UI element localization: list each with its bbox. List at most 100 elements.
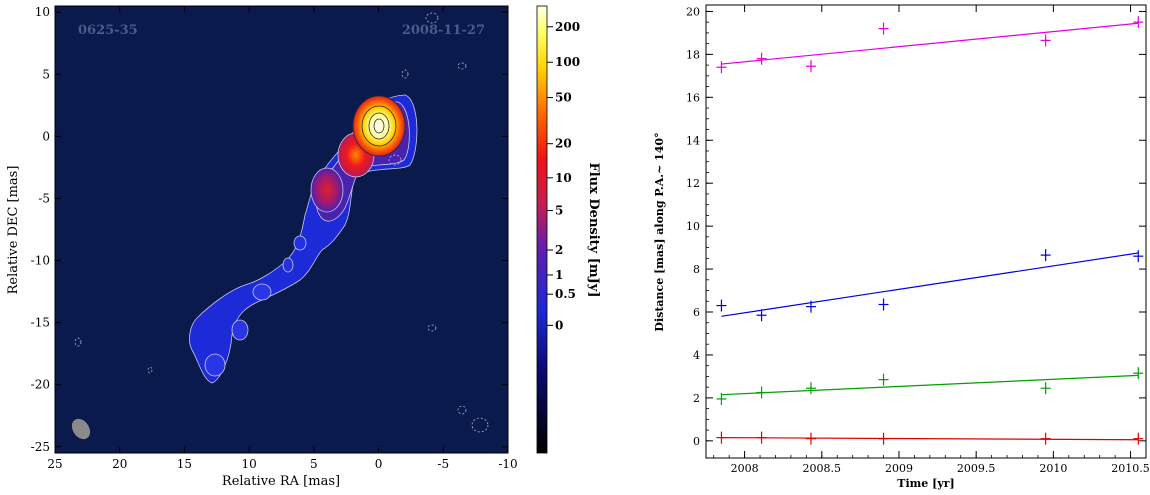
colorbar-tick-label: 20 bbox=[555, 137, 572, 151]
data-point bbox=[1133, 16, 1144, 29]
map-x-tick-label: 10 bbox=[242, 457, 257, 471]
jet-knot-a bbox=[293, 235, 307, 251]
plot-y-tick-label: 10 bbox=[686, 220, 700, 233]
colorbar-tick-label: 1 bbox=[555, 268, 563, 282]
map-y-tick-label: -25 bbox=[31, 440, 50, 454]
plot-x-tick-label: 2010.5 bbox=[1111, 462, 1150, 475]
plot-series bbox=[716, 16, 1144, 445]
colorbar-tick-label: 50 bbox=[555, 91, 572, 105]
jet-knot-d bbox=[231, 319, 249, 341]
plot-x-tick-label: 2010 bbox=[1039, 462, 1067, 475]
map-x-axis-label: Relative RA [mas] bbox=[222, 474, 340, 489]
map-y-tick-label: -10 bbox=[31, 254, 50, 268]
map-y-tick-label: 10 bbox=[35, 5, 50, 19]
plot-x-tick-label: 2008.5 bbox=[803, 462, 842, 475]
data-point bbox=[878, 298, 889, 311]
map-x-tick-label: 25 bbox=[47, 457, 62, 471]
colorbar-tick-label: 200 bbox=[555, 20, 580, 34]
data-point bbox=[716, 61, 727, 74]
colorbar-tick-label: 0.5 bbox=[555, 287, 576, 301]
fit-line bbox=[721, 437, 1139, 441]
jet-knot-e bbox=[204, 353, 226, 377]
core-ring-4 bbox=[373, 118, 385, 134]
colorbar-tick-label: 0 bbox=[555, 318, 563, 332]
map-ticks: 25 20 15 10 5 0 -5 -10 10 5 0 -5 -10 -15 -20 -25 bbox=[31, 5, 518, 471]
map-x-tick-label: 0 bbox=[375, 457, 383, 471]
plot-y-axis-label: Distance [mas] along P.A.~ 140° bbox=[653, 132, 666, 331]
map-x-tick-label: -10 bbox=[498, 457, 517, 471]
jet-emission bbox=[71, 12, 489, 440]
map-panel: 0625-35 2008-11-27 25 20 15 10 5 0 -5 -10 10 5 0 -5… bbox=[6, 5, 518, 489]
fit-line bbox=[721, 22, 1139, 65]
map-background bbox=[55, 6, 508, 453]
data-point bbox=[1040, 249, 1051, 262]
map-x-tick-label: -5 bbox=[437, 457, 449, 471]
data-point bbox=[1040, 382, 1051, 395]
colorbar-gradient bbox=[536, 5, 548, 454]
map-y-tick-label: -5 bbox=[38, 191, 50, 205]
plot-y-tick-label: 6 bbox=[693, 306, 700, 319]
plot-ticks: 2008 2008.5 2009 2009.5 2010 2010.5 0 2 4 6 8 10 12 1… bbox=[686, 5, 1150, 475]
data-point bbox=[805, 300, 816, 313]
colorbar-tick-label: 100 bbox=[555, 55, 580, 69]
data-point bbox=[1133, 432, 1144, 445]
plot-x-tick-label: 2008 bbox=[731, 462, 759, 475]
map-epoch: 2008-11-27 bbox=[402, 23, 485, 38]
map-y-tick-label: 0 bbox=[42, 129, 50, 143]
data-point bbox=[1133, 250, 1144, 263]
map-y-tick-label: 5 bbox=[42, 67, 50, 81]
plot-y-tick-label: 0 bbox=[693, 435, 700, 448]
colorbar-tick-label: 2 bbox=[555, 243, 563, 257]
core-ring-3 bbox=[368, 112, 390, 140]
plot-x-tick-label: 2009 bbox=[885, 462, 913, 475]
plot-y-tick-label: 12 bbox=[686, 177, 700, 190]
data-point bbox=[1040, 34, 1051, 47]
jet-knot-c bbox=[252, 283, 272, 301]
data-point bbox=[756, 386, 767, 399]
distance-panel: 2008 2008.5 2009 2009.5 2010 2010.5 0 2 4 6 8 10 12 1… bbox=[653, 4, 1150, 490]
data-point bbox=[878, 22, 889, 35]
map-x-tick-label: 20 bbox=[112, 457, 127, 471]
map-x-tick-label: 5 bbox=[310, 457, 318, 471]
data-point bbox=[716, 299, 727, 312]
map-source-name: 0625-35 bbox=[78, 23, 138, 38]
knot-outer bbox=[310, 167, 344, 213]
data-point bbox=[805, 60, 816, 73]
colorbar-tick-label: 5 bbox=[555, 204, 563, 218]
data-point bbox=[805, 382, 816, 395]
colorbar: 200 100 50 20 10 5 2 1 0.5 0 Flux Density [mJy] bbox=[536, 5, 601, 454]
data-point bbox=[1133, 367, 1144, 380]
data-point bbox=[878, 373, 889, 386]
plot-y-tick-label: 20 bbox=[686, 5, 700, 18]
jet-knot-b bbox=[282, 257, 294, 273]
data-point bbox=[756, 52, 767, 65]
data-point bbox=[878, 432, 889, 445]
fit-line bbox=[721, 252, 1139, 317]
colorbar-label: Flux Density [mJy] bbox=[586, 163, 601, 298]
data-point bbox=[716, 431, 727, 444]
map-y-tick-label: -20 bbox=[31, 378, 50, 392]
core-ring-1 bbox=[352, 95, 406, 157]
plot-x-tick-label: 2009.5 bbox=[957, 462, 996, 475]
data-point bbox=[805, 432, 816, 445]
colorbar-ticks: 200 100 50 20 10 5 2 1 0.5 0 bbox=[547, 20, 580, 332]
data-point bbox=[756, 309, 767, 322]
map-y-axis-label: Relative DEC [mas] bbox=[6, 166, 21, 295]
plot-y-tick-label: 18 bbox=[686, 48, 700, 61]
plot-x-axis-label: Time [yr] bbox=[897, 477, 954, 490]
data-point bbox=[756, 431, 767, 444]
map-y-tick-label: -15 bbox=[31, 316, 50, 330]
plot-y-tick-label: 4 bbox=[693, 349, 700, 362]
fit-line bbox=[721, 374, 1139, 396]
map-frame bbox=[54, 5, 509, 454]
data-point bbox=[1040, 432, 1051, 445]
plot-y-tick-label: 16 bbox=[686, 91, 700, 104]
plot-y-tick-label: 2 bbox=[693, 392, 700, 405]
noise-contours bbox=[74, 12, 489, 433]
plot-frame bbox=[705, 4, 1147, 459]
colorbar-tick-label: 10 bbox=[555, 171, 572, 185]
plot-y-tick-label: 8 bbox=[693, 263, 700, 276]
core-ring-2 bbox=[361, 105, 397, 147]
beam-ellipse bbox=[71, 418, 91, 440]
